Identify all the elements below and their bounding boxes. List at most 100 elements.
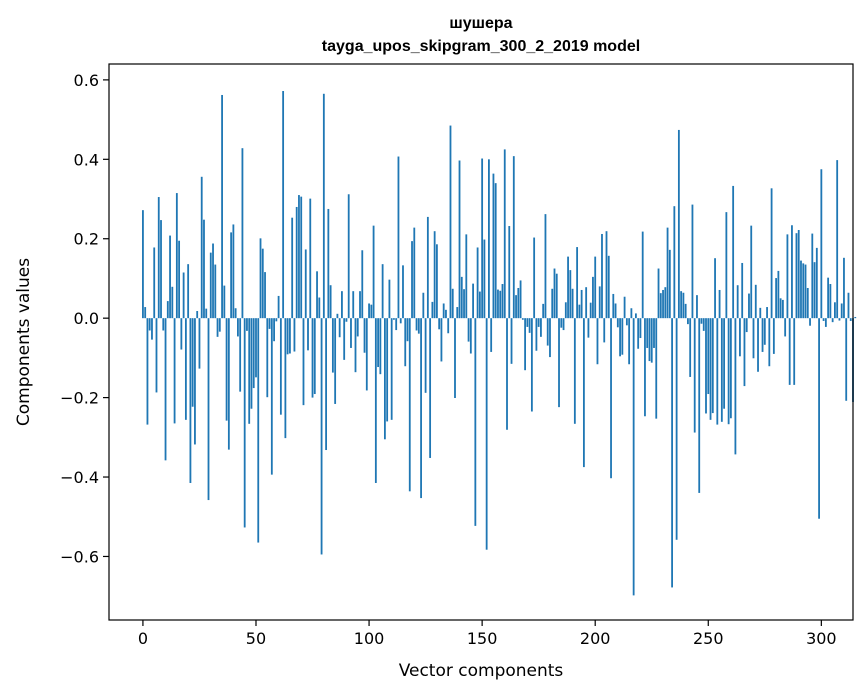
bar <box>573 318 576 424</box>
bar <box>696 295 698 319</box>
bar <box>404 318 407 367</box>
bar <box>585 287 588 319</box>
bar <box>363 318 366 353</box>
bar <box>189 318 192 483</box>
bar <box>578 304 581 319</box>
bar <box>399 318 402 324</box>
bar <box>309 198 312 319</box>
bar <box>800 260 802 319</box>
bar <box>795 233 798 319</box>
bar <box>680 291 683 319</box>
bar <box>576 247 579 319</box>
bar <box>682 292 685 319</box>
bar <box>304 249 307 319</box>
bar <box>822 318 825 321</box>
bar <box>594 256 597 319</box>
bar <box>438 318 441 330</box>
bar <box>614 303 617 319</box>
bar <box>664 287 667 319</box>
bar <box>662 289 664 319</box>
bar <box>354 318 357 373</box>
bar <box>739 318 741 357</box>
bar <box>223 285 226 319</box>
bar <box>322 93 325 319</box>
bar <box>537 318 540 327</box>
bar <box>187 264 190 319</box>
bar <box>429 318 432 458</box>
y-tick-label: −0.4 <box>60 468 99 487</box>
bar <box>544 214 547 319</box>
bar <box>214 264 217 319</box>
bar <box>540 318 542 337</box>
bar <box>415 318 418 331</box>
bar <box>293 318 296 352</box>
bar <box>806 287 809 319</box>
bar <box>748 293 750 319</box>
x-tick-label: 300 <box>806 629 837 648</box>
bar <box>689 318 692 377</box>
bar <box>234 308 237 319</box>
bar <box>252 318 255 389</box>
bar <box>768 318 771 367</box>
bar <box>426 216 429 319</box>
bar <box>273 318 275 342</box>
x-tick-label: 100 <box>354 629 385 648</box>
bar <box>345 318 348 322</box>
bar <box>221 94 223 319</box>
bar <box>709 318 712 420</box>
bar <box>761 318 764 352</box>
bar <box>834 302 836 319</box>
bar <box>440 318 443 362</box>
bar <box>786 234 789 319</box>
bar <box>526 318 529 327</box>
bar <box>449 125 452 319</box>
bar <box>320 318 323 555</box>
y-axis-ticks: −0.6 −0.4 −0.2 0.0 0.2 0.4 0.6 <box>60 71 109 566</box>
bar <box>205 308 208 319</box>
bar <box>711 318 714 414</box>
bar <box>648 318 651 362</box>
bar <box>381 264 384 319</box>
y-tick-label: −0.6 <box>60 547 99 566</box>
bar <box>377 318 380 368</box>
bar <box>298 195 300 319</box>
bar <box>508 226 511 319</box>
bar <box>555 273 558 319</box>
bar <box>169 235 171 319</box>
bar <box>460 276 463 319</box>
bars-group <box>142 91 857 596</box>
bar <box>497 289 499 319</box>
bar <box>268 318 271 329</box>
bar <box>313 318 316 395</box>
bar <box>469 318 472 354</box>
bar <box>148 318 151 331</box>
bar <box>601 233 603 319</box>
bar <box>673 206 676 319</box>
bar <box>603 318 606 343</box>
bar <box>225 318 228 421</box>
bar <box>151 318 153 340</box>
bar <box>770 188 773 319</box>
bar <box>467 318 470 342</box>
bar <box>261 248 264 319</box>
bar <box>370 304 373 319</box>
bar <box>607 255 610 319</box>
bar <box>365 318 368 391</box>
bar <box>463 289 465 319</box>
bar <box>451 288 454 319</box>
bar <box>533 237 536 319</box>
x-axis-ticks: 0 50 100 150 200 250 300 <box>138 620 837 648</box>
bar <box>361 250 364 319</box>
bar <box>650 318 653 363</box>
bar <box>488 159 490 319</box>
bar <box>171 286 174 319</box>
bar <box>718 289 721 319</box>
bar <box>318 297 321 319</box>
bar <box>343 318 346 360</box>
chart-title: шушера <box>449 15 512 32</box>
bar <box>395 318 398 331</box>
bar <box>386 318 389 422</box>
bar <box>196 311 199 319</box>
bar <box>671 318 673 588</box>
